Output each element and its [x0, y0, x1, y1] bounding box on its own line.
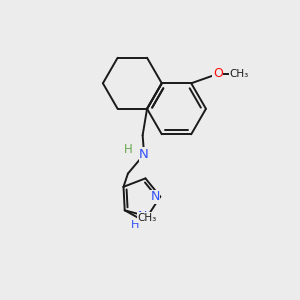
Text: N: N: [139, 148, 149, 161]
Text: CH₃: CH₃: [138, 213, 157, 223]
Text: O: O: [213, 68, 223, 80]
Text: N: N: [150, 190, 160, 203]
Text: N: N: [137, 210, 147, 223]
Text: CH₃: CH₃: [229, 69, 248, 80]
Text: H: H: [124, 142, 132, 156]
Text: H: H: [131, 220, 139, 230]
